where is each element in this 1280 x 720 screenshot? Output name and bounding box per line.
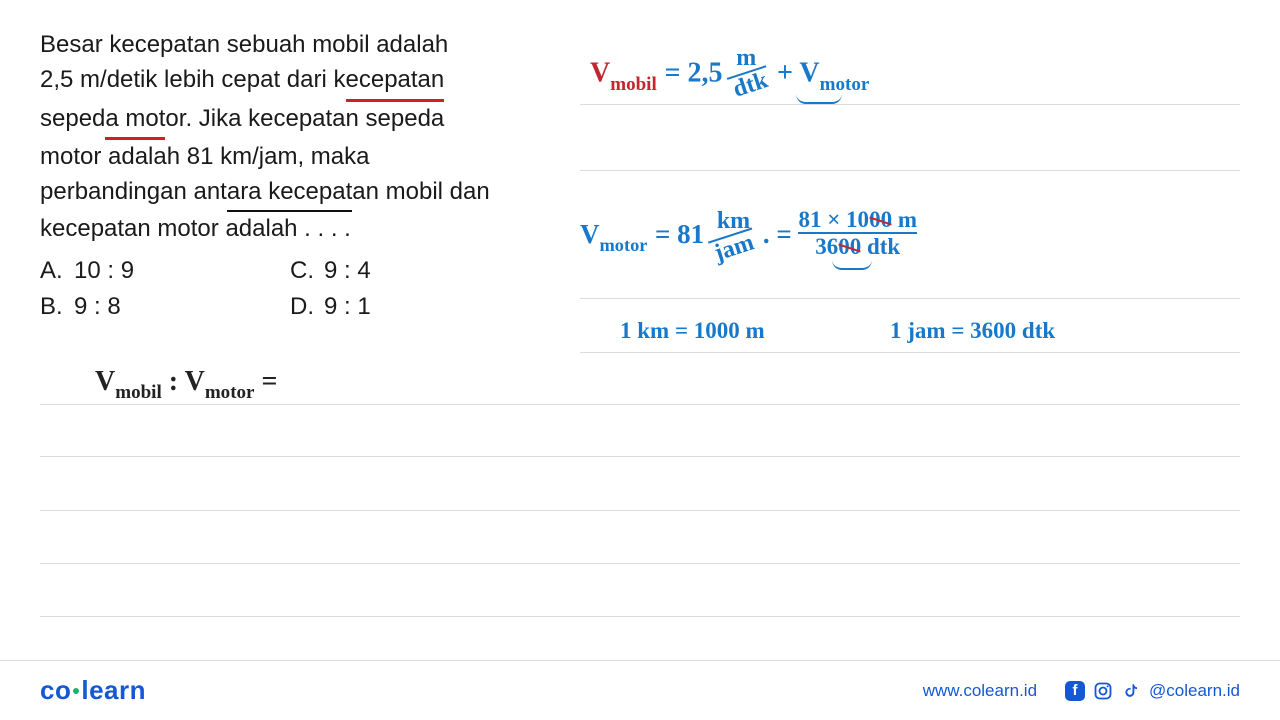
hand-note-jam: 1 jam = 3600 dtk — [890, 318, 1055, 344]
footer-url[interactable]: www.colearn.id — [923, 681, 1037, 701]
worksheet-page: Besar kecepatan sebuah mobil adalah 2,5 … — [0, 0, 1280, 720]
underline-smile-icon — [832, 260, 872, 270]
ruled-line — [580, 352, 1240, 353]
underline-smile-icon — [796, 94, 842, 104]
problem-line: or. Jika kecepatan sepeda — [165, 105, 444, 132]
problem-line: an mobil dan — [352, 178, 489, 205]
problem-line: motor adalah 81 km/jam, maka — [40, 143, 369, 170]
underline-kecepatan: ecepatan — [346, 63, 445, 102]
footer: colearn www.colearn.id f @col — [0, 660, 1280, 720]
problem-column: Besar kecepatan sebuah mobil adalah 2,5 … — [40, 28, 560, 325]
ruled-line — [40, 456, 1240, 457]
problem-line: seped — [40, 105, 105, 132]
ruled-line — [580, 104, 1240, 105]
problem-line: Besar kecepatan sebuah mobil adalah — [40, 31, 448, 58]
social-links: f @colearn.id — [1065, 681, 1240, 701]
problem-line: perbandingan ant — [40, 178, 227, 205]
hand-note-km: 1 km = 1000 m — [620, 318, 765, 344]
problem-line: kecepatan motor adalah . . . . — [40, 215, 351, 242]
option-a: A.10 : 9 — [40, 253, 290, 289]
option-d: D.9 : 1 — [290, 289, 540, 325]
instagram-icon[interactable] — [1093, 681, 1113, 701]
logo-dot-icon — [73, 688, 79, 694]
underline-ara-kecepat: ara kecepat — [227, 175, 352, 212]
ruled-line — [580, 170, 1240, 171]
footer-handle[interactable]: @colearn.id — [1149, 681, 1240, 701]
hand-ratio: Vmobil : Vmotor = — [95, 366, 277, 403]
ruled-line — [580, 298, 1240, 299]
ruled-line — [40, 563, 1240, 564]
ruled-line — [40, 404, 1240, 405]
problem-line: 2,5 m/detik lebih cepat dari k — [40, 66, 346, 93]
brand-logo: colearn — [40, 675, 146, 706]
option-b: B.9 : 8 — [40, 289, 290, 325]
tiktok-icon[interactable] — [1121, 681, 1141, 701]
ruled-line — [40, 510, 1240, 511]
option-c: C.9 : 4 — [290, 253, 540, 289]
hand-eq-vmotor: Vmotor = 81 km jam . = 81 × 1000 m 3600 … — [580, 210, 917, 263]
ruled-line — [40, 616, 1240, 617]
problem-text: Besar kecepatan sebuah mobil adalah 2,5 … — [40, 28, 560, 247]
facebook-icon[interactable]: f — [1065, 681, 1085, 701]
underline-motor: a mot — [105, 102, 165, 141]
answer-options: A.10 : 9 B.9 : 8 C.9 : 4 D.9 : 1 — [40, 253, 560, 325]
